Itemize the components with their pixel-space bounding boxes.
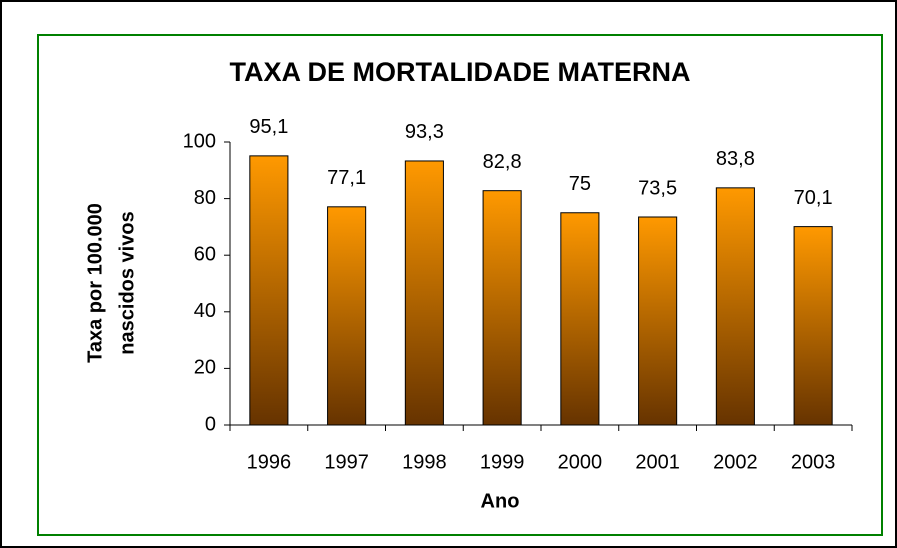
x-tick-label: 1999 bbox=[480, 451, 525, 473]
value-label: 77,1 bbox=[327, 167, 366, 189]
bar bbox=[793, 226, 833, 426]
value-label: 83,8 bbox=[716, 148, 755, 170]
bar bbox=[638, 216, 678, 426]
value-label: 95,1 bbox=[249, 116, 288, 138]
y-tick-label: 40 bbox=[194, 300, 216, 322]
bar bbox=[327, 206, 367, 426]
y-tick-label: 0 bbox=[205, 413, 216, 435]
y-axis-label: nascidos vivos bbox=[116, 211, 138, 354]
x-tick-label: 1996 bbox=[247, 451, 292, 473]
value-label: 73,5 bbox=[638, 177, 677, 199]
bar bbox=[560, 212, 600, 426]
y-tick-label: 80 bbox=[194, 187, 216, 209]
bar bbox=[404, 160, 444, 426]
x-axis-label: Ano bbox=[481, 490, 520, 512]
value-label: 75 bbox=[569, 173, 591, 195]
x-tick-label: 2002 bbox=[713, 451, 758, 473]
value-label: 70,1 bbox=[794, 187, 833, 209]
y-tick-label: 20 bbox=[194, 357, 216, 379]
y-axis-label: Taxa por 100.000 bbox=[84, 203, 106, 363]
x-tick-label: 2003 bbox=[791, 451, 836, 473]
y-tick-label: 100 bbox=[183, 130, 216, 152]
x-tick-label: 1998 bbox=[402, 451, 447, 473]
x-tick-label: 2000 bbox=[558, 451, 603, 473]
bar bbox=[715, 187, 755, 426]
chart-title: TAXA DE MORTALIDADE MATERNA bbox=[230, 57, 691, 87]
y-tick-label: 60 bbox=[194, 243, 216, 265]
x-tick-label: 1997 bbox=[324, 451, 369, 473]
x-tick-label: 2001 bbox=[635, 451, 680, 473]
bar bbox=[482, 190, 522, 426]
value-label: 93,3 bbox=[405, 121, 444, 143]
bar bbox=[249, 155, 289, 426]
value-label: 82,8 bbox=[483, 151, 522, 173]
